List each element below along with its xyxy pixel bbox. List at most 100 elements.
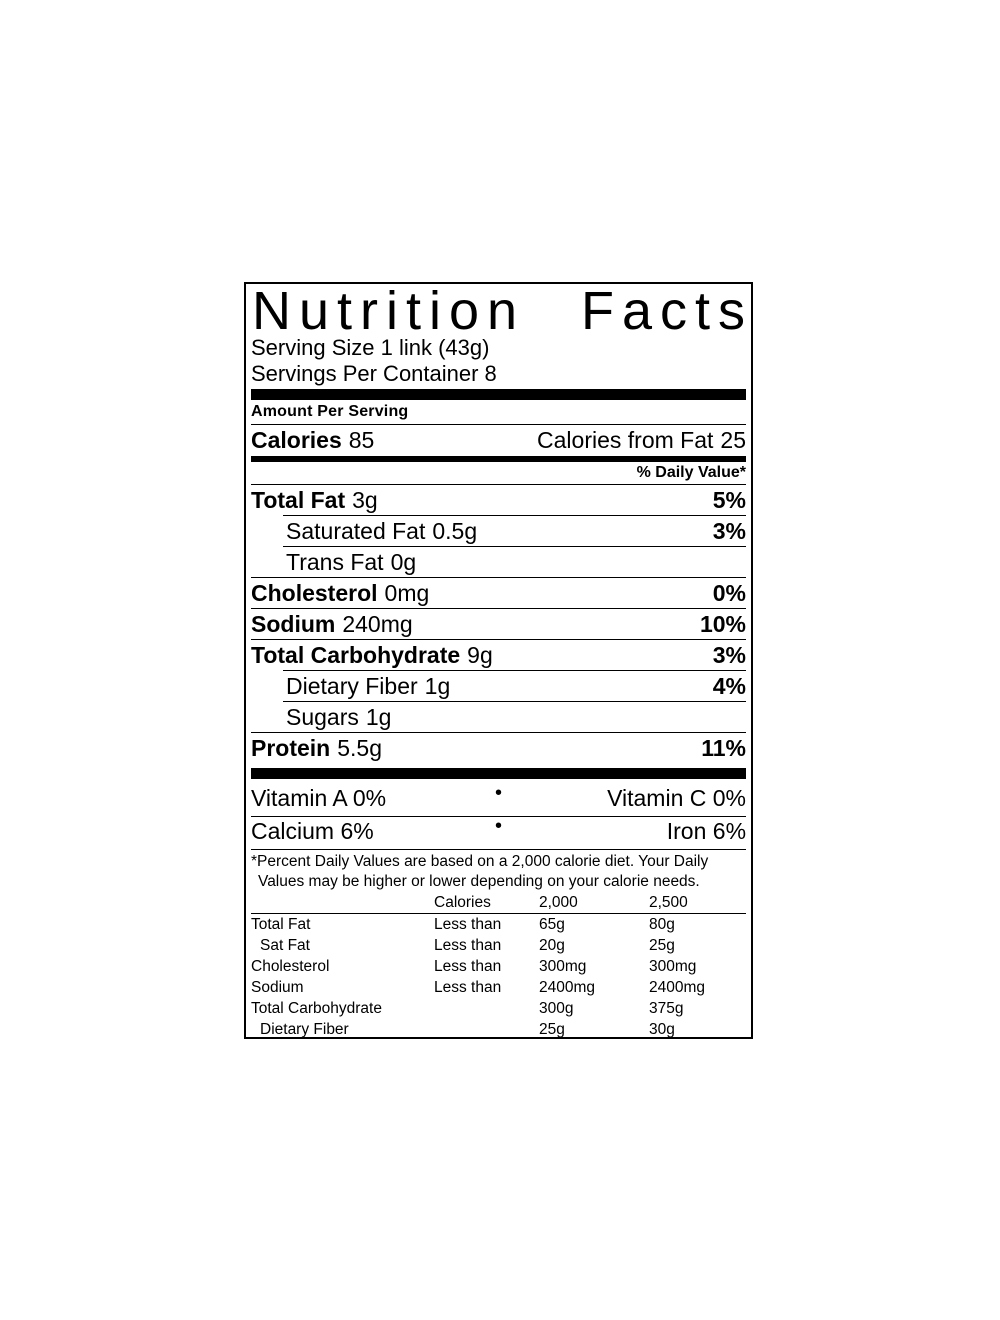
table-cell-condition: Less than bbox=[434, 916, 502, 933]
nutrition-label: Nutrition Facts Serving Size 1 link (43g… bbox=[244, 282, 753, 1039]
nutrient-cell: Dietary Fiber 1g bbox=[251, 671, 450, 701]
nutrient-amount: 1g bbox=[424, 673, 451, 699]
calories-from-fat-label: Calories from Fat bbox=[537, 427, 714, 453]
nutrient-cell: Protein 5.5g bbox=[251, 733, 382, 763]
table-cell-2500: 30g bbox=[649, 1021, 675, 1038]
table-cell-2500: 2400mg bbox=[649, 979, 706, 996]
divider-bar-thick bbox=[251, 389, 746, 400]
nutrient-amount: 0g bbox=[390, 549, 417, 575]
nutrient-cell: Total Carbohydrate 9g bbox=[251, 640, 493, 670]
divider-hairline-indented bbox=[283, 515, 746, 516]
table-cell-condition: Less than bbox=[434, 937, 502, 954]
table-cell-2500: 25g bbox=[649, 937, 675, 954]
table-cell-condition bbox=[434, 1019, 539, 1037]
table-cell-2500: 80g bbox=[649, 916, 675, 933]
table-header-row: Calories 2,000 2,500 bbox=[251, 893, 746, 914]
nutrient-name: Cholesterol bbox=[251, 580, 378, 606]
footnote-line-2: Values may be higher or lower depending … bbox=[258, 873, 700, 890]
title-word-nutrition: Nutrition bbox=[252, 282, 526, 341]
nutrient-row-dietary-fiber: Dietary Fiber 1g 4% bbox=[251, 671, 746, 701]
divider-hairline-indented bbox=[283, 546, 746, 547]
nutrient-row-sugars: Sugars 1g bbox=[251, 702, 746, 732]
nutrient-cell: Cholesterol 0mg bbox=[251, 578, 429, 608]
nutrient-daily-value: 11% bbox=[701, 735, 746, 761]
table-row-total-carbohydrate: Total Carbohydrate 300g 375g bbox=[251, 998, 746, 1019]
table-cell-2000: 300g bbox=[539, 1000, 574, 1017]
nutrient-daily-value: 10% bbox=[699, 611, 746, 637]
nutrient-row-cholesterol: Cholesterol 0mg 0% bbox=[251, 578, 746, 608]
table-cell-name: Cholesterol bbox=[251, 958, 330, 975]
table-cell-2000: 20g bbox=[539, 937, 565, 954]
nutrient-cell: Sugars 1g bbox=[251, 702, 391, 732]
table-cell-name: Dietary Fiber bbox=[260, 1021, 349, 1038]
nutrient-row-total-carbohydrate: Total Carbohydrate 9g 3% bbox=[251, 640, 746, 670]
micronutrient-row-minerals: Calcium 6% • Iron 6% bbox=[251, 815, 747, 850]
bullet-icon: • bbox=[495, 815, 503, 837]
bullet-icon: • bbox=[495, 782, 503, 804]
nutrient-cell: Saturated Fat 0.5g bbox=[251, 516, 477, 546]
nutrition-facts-title: Nutrition Facts bbox=[251, 282, 746, 341]
servings-per-container: Servings Per Container 8 bbox=[251, 361, 497, 386]
divider-hairline-indented bbox=[283, 701, 746, 702]
nutrient-name: Saturated Fat bbox=[286, 518, 426, 544]
calories-cell: Calories 85 bbox=[251, 425, 374, 456]
amount-per-serving-label: Amount Per Serving bbox=[251, 403, 409, 420]
micronutrient-row-vitamins: Vitamin A 0% • Vitamin C 0% bbox=[251, 782, 747, 817]
nutrient-row-protein: Protein 5.5g 11% bbox=[251, 733, 746, 763]
nutrient-name: Total Fat bbox=[251, 487, 346, 513]
nutrient-row-total-fat: Total Fat 3g 5% bbox=[251, 485, 746, 515]
table-header-2500: 2,500 bbox=[649, 894, 688, 911]
nutrient-row-sodium: Sodium 240mg 10% bbox=[251, 609, 746, 639]
calories-value: 85 bbox=[348, 427, 375, 453]
nutrient-amount: 0mg bbox=[384, 580, 430, 606]
calories-label: Calories bbox=[251, 427, 342, 453]
title-word-facts: Facts bbox=[580, 282, 753, 341]
calories-from-fat-cell: Calories from Fat 25 bbox=[537, 425, 746, 456]
nutrient-name: Sodium bbox=[251, 611, 336, 637]
nutrient-amount: 3g bbox=[352, 487, 378, 513]
daily-value-header: % Daily Value* bbox=[636, 464, 746, 481]
divider-hairline bbox=[251, 608, 746, 609]
divider-hairline bbox=[251, 732, 746, 733]
table-cell-condition bbox=[434, 998, 539, 1019]
footnote-line-1: *Percent Daily Values are based on a 2,0… bbox=[251, 853, 709, 870]
nutrient-name: Trans Fat bbox=[286, 549, 384, 575]
divider-bar-thick bbox=[251, 768, 746, 779]
nutrient-row-saturated-fat: Saturated Fat 0.5g 3% bbox=[251, 516, 746, 546]
table-cell-2000: 65g bbox=[539, 916, 565, 933]
table-cell-condition: Less than bbox=[434, 979, 502, 996]
nutrient-amount: 240mg bbox=[342, 611, 413, 637]
table-header-calories: Calories bbox=[434, 894, 491, 911]
nutrient-name: Protein bbox=[251, 735, 331, 761]
table-cell-2500: 375g bbox=[649, 1000, 684, 1017]
table-row-dietary-fiber: Dietary Fiber 25g 30g bbox=[251, 1019, 746, 1038]
nutrient-cell: Total Fat 3g bbox=[251, 485, 378, 515]
table-cell-2500: 300mg bbox=[649, 958, 697, 975]
footnote: *Percent Daily Values are based on a 2,0… bbox=[251, 852, 746, 892]
daily-values-table: Calories 2,000 2,500 Total Fat Less than… bbox=[251, 893, 746, 1038]
calcium-value: Calcium 6% bbox=[251, 818, 374, 844]
nutrient-amount: 9g bbox=[467, 642, 493, 668]
table-cell-name: Sat Fat bbox=[260, 937, 310, 954]
table-cell-2000: 25g bbox=[539, 1021, 565, 1038]
nutrient-daily-value: 3% bbox=[712, 642, 746, 668]
divider-hairline bbox=[251, 484, 746, 485]
nutrient-daily-value: 0% bbox=[712, 580, 746, 606]
iron-value: Iron 6% bbox=[666, 818, 747, 844]
nutrient-amount: 5.5g bbox=[337, 735, 382, 761]
vitamin-a-value: Vitamin A 0% bbox=[251, 785, 387, 811]
divider-hairline bbox=[251, 639, 746, 640]
table-row-sodium: Sodium Less than 2400mg 2400mg bbox=[251, 977, 746, 998]
nutrient-cell: Sodium 240mg bbox=[251, 609, 413, 639]
nutrient-name: Dietary Fiber bbox=[286, 673, 418, 699]
nutrient-name: Sugars bbox=[286, 704, 359, 730]
table-cell-2000: 2400mg bbox=[539, 979, 596, 996]
nutrient-amount: 0.5g bbox=[432, 518, 478, 544]
table-row-sat-fat: Sat Fat Less than 20g 25g bbox=[251, 935, 746, 956]
vitamin-c-value: Vitamin C 0% bbox=[607, 785, 747, 811]
table-row-total-fat: Total Fat Less than 65g 80g bbox=[251, 914, 746, 935]
table-cell-name: Sodium bbox=[251, 979, 304, 996]
table-cell-2000: 300mg bbox=[539, 958, 587, 975]
nutrient-name: Total Carbohydrate bbox=[251, 642, 461, 668]
table-cell-name: Total Carbohydrate bbox=[251, 1000, 382, 1017]
